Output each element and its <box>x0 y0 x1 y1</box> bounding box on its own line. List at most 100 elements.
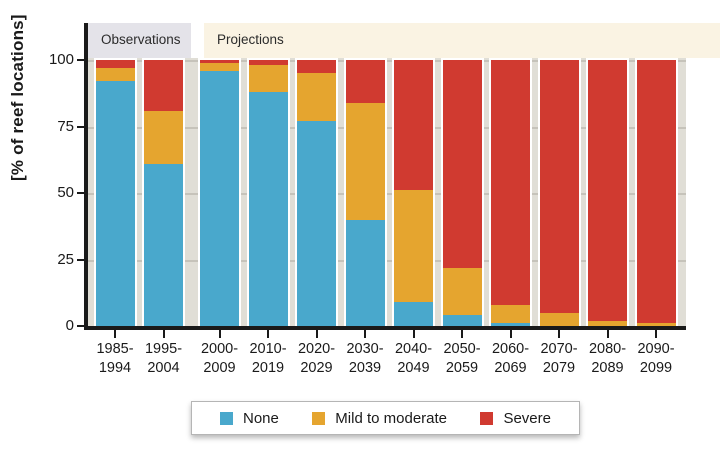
bar-stack <box>394 60 433 326</box>
bar-segment-severe <box>394 60 433 191</box>
bar-stack <box>297 60 336 326</box>
y-tick-label: 0 <box>65 317 74 334</box>
bar-stack <box>95 60 135 326</box>
legend-item-mild-to-moderate: Mild to moderate <box>312 410 447 427</box>
bar-segment-mild <box>248 65 288 92</box>
gridline-50 <box>88 193 686 195</box>
bar-segment-severe <box>588 60 627 321</box>
bar-2080-2089 <box>586 58 629 326</box>
gridline-100 <box>88 60 686 62</box>
x-axis-label: 1985- 1994 <box>96 341 134 376</box>
bar-segment-none <box>491 323 530 326</box>
observations-band-label: Observations <box>101 32 181 47</box>
y-tick-mark <box>77 325 84 327</box>
y-tick-label: 100 <box>48 51 74 68</box>
bar-2020-2029 <box>295 58 338 326</box>
bar-stack <box>588 60 627 326</box>
legend: None Mild to moderate Severe <box>191 401 580 435</box>
bar-segment-none <box>297 121 336 326</box>
observations-band: Observations <box>88 23 191 58</box>
legend-label: Severe <box>503 409 551 427</box>
x-axis-label: 2070- 2079 <box>540 341 578 376</box>
gridline-75 <box>88 126 686 129</box>
mild-to-moderate-swatch-icon <box>312 411 326 425</box>
bar-segment-none <box>95 81 135 326</box>
y-axis-line <box>84 23 88 329</box>
bar-segment-mild <box>588 320 627 326</box>
bar-segment-mild <box>442 267 482 316</box>
bar-segment-mild <box>394 190 433 303</box>
x-tick-mark <box>461 330 463 338</box>
bar-stack <box>200 60 239 326</box>
y-tick-mark <box>77 258 84 261</box>
bar-stack <box>539 60 579 326</box>
x-tick-mark <box>364 330 366 338</box>
bar-stack <box>248 60 288 326</box>
x-tick-mark <box>218 330 221 338</box>
bar-2060-2069 <box>489 58 532 326</box>
y-tick-mark <box>77 192 84 194</box>
bar-2040-2049 <box>392 58 435 326</box>
y-tick-mark <box>77 59 84 61</box>
bar-2000-2009 <box>198 58 241 326</box>
y-tick-mark <box>77 125 84 128</box>
x-tick-mark <box>162 330 165 338</box>
x-axis-label: 2090- 2099 <box>637 341 675 376</box>
bar-2070-2079 <box>537 58 581 326</box>
gridline-25 <box>88 259 686 262</box>
bar-segment-severe <box>144 60 183 111</box>
x-tick-mark <box>558 330 560 338</box>
bar-2090-2099 <box>634 58 678 326</box>
legend-item-none: None <box>220 410 279 427</box>
bar-segment-severe <box>491 60 530 305</box>
bar-segment-severe <box>200 60 239 63</box>
bar-segment-severe <box>345 60 385 103</box>
y-axis-label: [% of reef locations] <box>8 14 27 181</box>
y-tick-label: 75 <box>57 117 74 135</box>
bar-segment-mild <box>345 102 385 220</box>
x-tick-mark <box>655 330 657 338</box>
bar-segment-mild <box>491 304 530 324</box>
bar-2030-2039 <box>343 58 387 326</box>
x-axis-label: 2000- 2009 <box>200 341 239 376</box>
x-axis-label: 2060- 2069 <box>491 341 530 376</box>
legend-item-severe: Severe <box>480 410 551 427</box>
bar-segment-mild <box>200 62 239 71</box>
bar-segment-none <box>442 315 482 326</box>
plot-area <box>88 58 686 326</box>
projections-band-label: Projections <box>217 32 284 47</box>
severe-swatch-icon <box>480 411 494 425</box>
bar-segment-severe <box>248 60 288 66</box>
bar-segment-severe <box>95 60 135 68</box>
bar-stack <box>491 60 530 326</box>
bar-segment-mild <box>144 110 183 164</box>
bar-segment-severe <box>539 60 579 313</box>
x-tick-mark <box>412 330 415 338</box>
bar-segment-severe <box>636 60 676 324</box>
x-axis-label: 2050- 2059 <box>443 341 481 376</box>
legend-label: None <box>243 409 279 427</box>
bar-segment-mild <box>95 67 135 82</box>
legend-label: Mild to moderate <box>335 409 448 427</box>
bar-2010-2019 <box>246 58 290 326</box>
bar-segment-none <box>200 70 239 326</box>
x-axis-label: 2040- 2049 <box>394 341 433 376</box>
bar-segment-mild <box>636 323 676 326</box>
bar-segment-severe <box>442 60 482 268</box>
x-axis-label: 2020- 2029 <box>297 341 336 376</box>
y-tick-label: 50 <box>57 184 74 201</box>
bar-segment-none <box>248 91 288 326</box>
x-tick-mark <box>315 330 318 338</box>
bar-stack <box>144 60 183 326</box>
x-axis-line <box>84 326 686 330</box>
x-tick-mark <box>606 330 609 338</box>
bar-segment-mild <box>539 312 579 326</box>
bar-segment-severe <box>297 60 336 74</box>
y-tick-label: 25 <box>57 250 74 268</box>
bar-1985-1994 <box>93 58 137 326</box>
projections-band: Projections <box>204 23 720 58</box>
x-axis-label: 2030- 2039 <box>346 341 384 376</box>
x-tick-mark <box>509 330 512 338</box>
bar-2050-2059 <box>440 58 484 326</box>
